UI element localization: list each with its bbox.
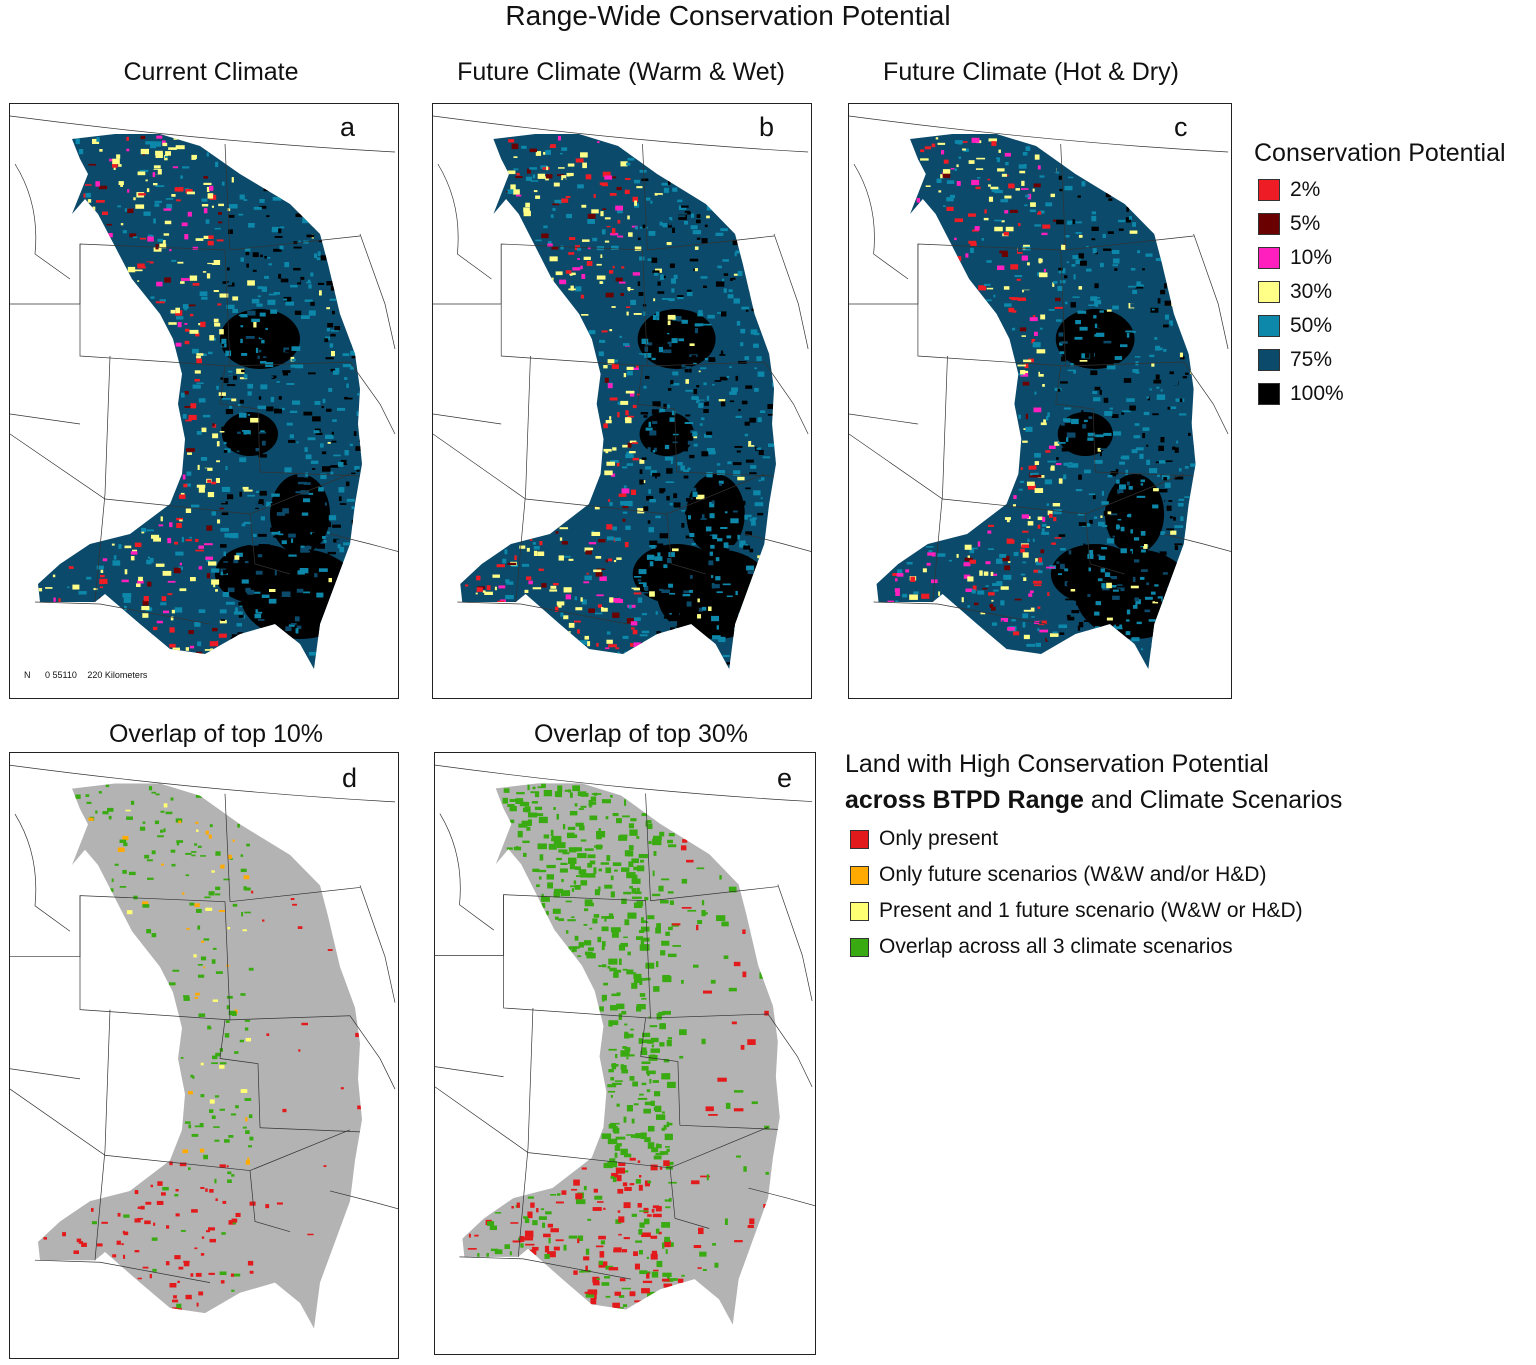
scale-bar-ticks: 0 55110 (45, 670, 77, 680)
legend-swatch (1258, 247, 1280, 269)
panel-letter-c: c (1174, 112, 1188, 142)
panel-letter-e: e (777, 763, 793, 793)
legend-swatch (850, 937, 869, 957)
scale-bar-label: 220 Kilometers (87, 670, 148, 680)
state-borders (10, 764, 398, 1283)
legend-swatch (850, 901, 869, 921)
map-hot-dry (849, 115, 1231, 669)
overlap-legend-title-line1: Land with High Conservation Potential (845, 750, 1269, 778)
overlap-legend-item: Only future scenarios (W&W and/or H&D) (850, 863, 1266, 887)
state-borders (10, 115, 398, 625)
state-borders (433, 115, 811, 625)
potential-legend-item: 10% (1258, 246, 1332, 270)
legend-swatch (850, 829, 869, 849)
potential-legend-title: Conservation Potential (1254, 139, 1506, 167)
potential-legend-item: 50% (1258, 314, 1332, 338)
overlap-legend-item: Overlap across all 3 climate scenarios (850, 935, 1233, 959)
habitat-patches (467, 783, 771, 1309)
overlap-legend-item: Only present (850, 827, 998, 851)
scale-bar: N 0 55110 220 Kilometers (24, 670, 147, 680)
state-borders (435, 764, 815, 1280)
legend-label: 5% (1290, 212, 1321, 235)
potential-legend-item: 75% (1258, 348, 1332, 372)
legend-label: 30% (1290, 280, 1333, 303)
legend-label: Only future scenarios (W&W and/or H&D) (879, 863, 1267, 886)
legend-swatch (1258, 281, 1280, 303)
map-warm-wet (433, 115, 811, 669)
figure-title: Range-Wide Conservation Potential (505, 0, 951, 31)
panel-c-title: Future Climate (Hot & Dry) (883, 58, 1179, 86)
legend-label: 50% (1290, 314, 1333, 337)
overlap-legend-title-bold: across BTPD Range (845, 786, 1084, 814)
map-panel-d: d (9, 752, 399, 1359)
legend-swatch (1258, 315, 1280, 337)
map-current-climate (10, 115, 398, 669)
potential-legend-item: 5% (1258, 212, 1320, 236)
map-panel-a: a N 0 55110 220 Kilometers (9, 103, 399, 699)
habitat-patches (43, 784, 362, 1312)
map-panel-c: c (848, 103, 1232, 699)
legend-label: 100% (1290, 382, 1344, 405)
legend-label: Present and 1 future scenario (W&W or H&… (879, 899, 1303, 922)
legend-label: Overlap across all 3 climate scenarios (879, 935, 1233, 958)
panel-letter-a: a (340, 112, 356, 142)
map-overlap-top30 (435, 764, 815, 1325)
panel-d-title: Overlap of top 10% (108, 720, 323, 748)
overlap-legend-item: Present and 1 future scenario (W&W or H&… (850, 899, 1303, 923)
species-range (38, 783, 362, 1329)
map-panel-b: b (432, 103, 812, 699)
north-arrow-label: N (24, 670, 31, 680)
potential-legend-item: 30% (1258, 280, 1332, 304)
potential-legend-item: 100% (1258, 382, 1344, 406)
legend-swatch (850, 865, 869, 885)
potential-legend-item: 2% (1258, 178, 1320, 202)
panel-e-title: Overlap of top 30% (533, 720, 748, 748)
habitat-patches (38, 135, 362, 657)
state-borders (849, 115, 1231, 625)
legend-swatch (1258, 179, 1280, 201)
legend-label: 2% (1290, 178, 1321, 201)
overlap-legend-title-rest: and Climate Scenarios (1083, 786, 1343, 814)
legend-swatch (1258, 213, 1280, 235)
legend-label: 75% (1290, 348, 1333, 371)
panel-a-title: Current Climate (123, 58, 299, 86)
legend-swatch (1258, 383, 1280, 405)
legend-label: 10% (1290, 246, 1333, 269)
map-panel-e: e (434, 752, 816, 1355)
overlap-legend-title-line2: across BTPD Range and Climate Scenarios (845, 786, 1342, 815)
panel-letter-d: d (342, 763, 358, 793)
panel-b-title: Future Climate (Warm & Wet) (457, 58, 785, 86)
map-overlap-top10 (10, 764, 398, 1329)
legend-swatch (1258, 349, 1280, 371)
legend-label: Only present (879, 827, 999, 850)
panel-letter-b: b (759, 112, 775, 142)
